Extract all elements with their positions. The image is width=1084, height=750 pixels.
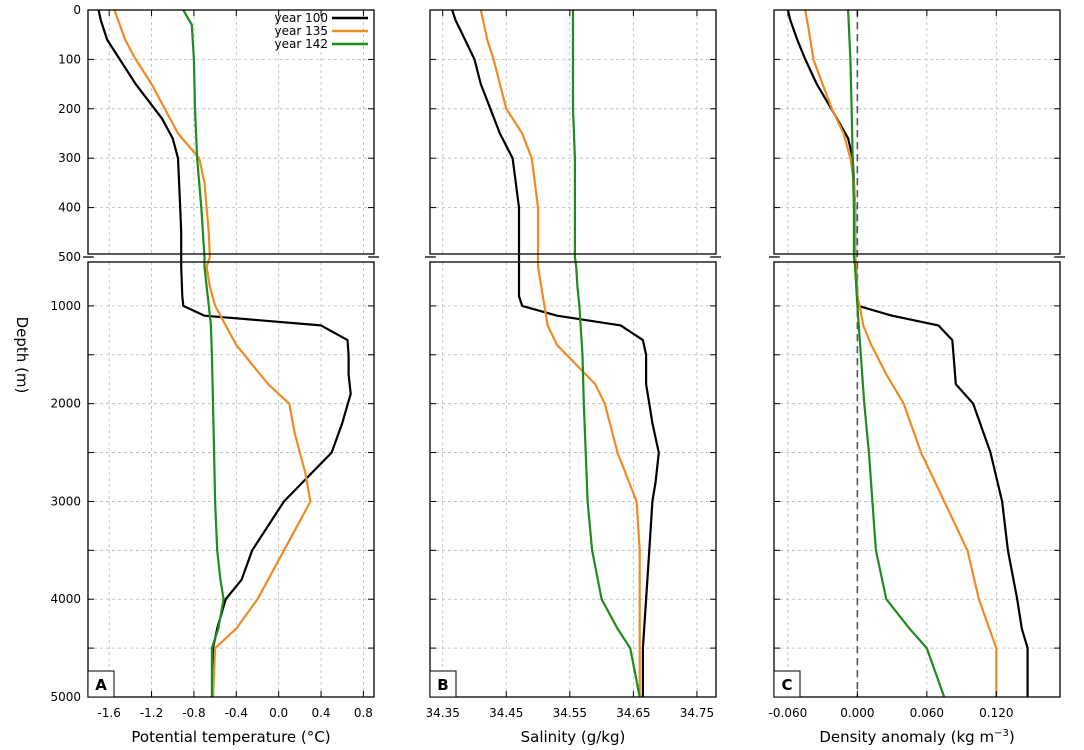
series-line-year-135	[113, 9, 312, 698]
x-tick-label: 34.55	[553, 706, 587, 720]
x-tick-label: 0.000	[840, 706, 874, 720]
x-tick-label: 0.8	[354, 706, 373, 720]
x-tick-label: 34.65	[616, 706, 650, 720]
upper-frame	[773, 9, 1061, 255]
y-tick-label: 4000	[50, 592, 81, 606]
grid	[88, 10, 374, 697]
ticks	[774, 9, 1060, 698]
y-tick-label: 1000	[50, 299, 81, 313]
x-tick-label: 0.0	[269, 706, 288, 720]
series-line-year-135	[479, 9, 641, 697]
panels-group: -1.6 -1.2 -0.8 -0.4 0.0 0.4 0.8 0 100 200 300 400 50…	[50, 3, 1065, 746]
x-axis-label: Density anomaly (kg m−3)	[819, 728, 1014, 746]
series-line-year-142	[182, 9, 225, 697]
x-tick-label: -0.4	[225, 706, 248, 720]
series-line-year-100	[97, 9, 352, 697]
y-tick-label: 300	[58, 151, 81, 165]
x-tick-label: -0.060	[769, 706, 808, 720]
y-axis-label: Depth (m)	[13, 317, 31, 394]
x-axis-label: Potential temperature (°C)	[131, 728, 330, 746]
y-tick-label: 100	[58, 52, 81, 66]
upper-frame	[429, 9, 717, 255]
y-tick-label: 0	[73, 3, 81, 17]
lower-frame	[87, 261, 375, 698]
lower-frame	[773, 261, 1061, 698]
y-tick-label: 2000	[50, 397, 81, 411]
upper-frame	[87, 9, 375, 255]
x-tick-label: 0.060	[910, 706, 944, 720]
panel-a: -1.6 -1.2 -0.8 -0.4 0.0 0.4 0.8 0 100 200 300 400 50…	[50, 3, 379, 746]
y-tick-label: 400	[58, 201, 81, 215]
series-line-year-100	[451, 9, 660, 697]
x-tick-label: 0.4	[311, 706, 330, 720]
lower-frame	[429, 261, 717, 698]
panel-label: C	[781, 676, 792, 694]
x-tick-label: -1.2	[140, 706, 163, 720]
series-line-year-142	[571, 10, 641, 698]
y-tick-label: 3000	[50, 494, 81, 508]
panel-label: A	[95, 676, 107, 694]
panel-label: B	[437, 676, 448, 694]
x-tick-label: 34.75	[680, 706, 714, 720]
y-tick-label: 200	[58, 102, 81, 116]
panel-b: 34.35 34.45 34.55 34.65 34.75 Salinity (g/kg)…	[425, 9, 721, 746]
series-line-year-142	[847, 9, 946, 698]
legend-label: year 135	[275, 24, 329, 38]
series-line-year-135	[804, 9, 998, 697]
y-tick-label: 5000	[50, 690, 81, 704]
y-tick-label: 500	[58, 250, 81, 264]
x-tick-label: 34.45	[489, 706, 523, 720]
panel-label-box	[773, 670, 801, 698]
x-axis-label: Salinity (g/kg)	[521, 728, 626, 746]
x-axis-label-tail: )	[1009, 728, 1015, 746]
legend-label: year 100	[275, 11, 329, 25]
series-line-year-100	[786, 9, 1029, 697]
panel-label-box	[87, 670, 115, 698]
panel-label-box	[429, 670, 457, 698]
x-tick-label: 34.35	[426, 706, 460, 720]
x-tick-label: -1.6	[97, 706, 120, 720]
legend-label: year 142	[275, 37, 329, 51]
x-tick-label: 0.120	[979, 706, 1013, 720]
x-axis-label-superscript: −3	[994, 728, 1009, 739]
panel-c: -0.060 0.000 0.060 0.120 Density anomaly (kg…	[769, 9, 1065, 746]
x-tick-label: -0.8	[182, 706, 205, 720]
